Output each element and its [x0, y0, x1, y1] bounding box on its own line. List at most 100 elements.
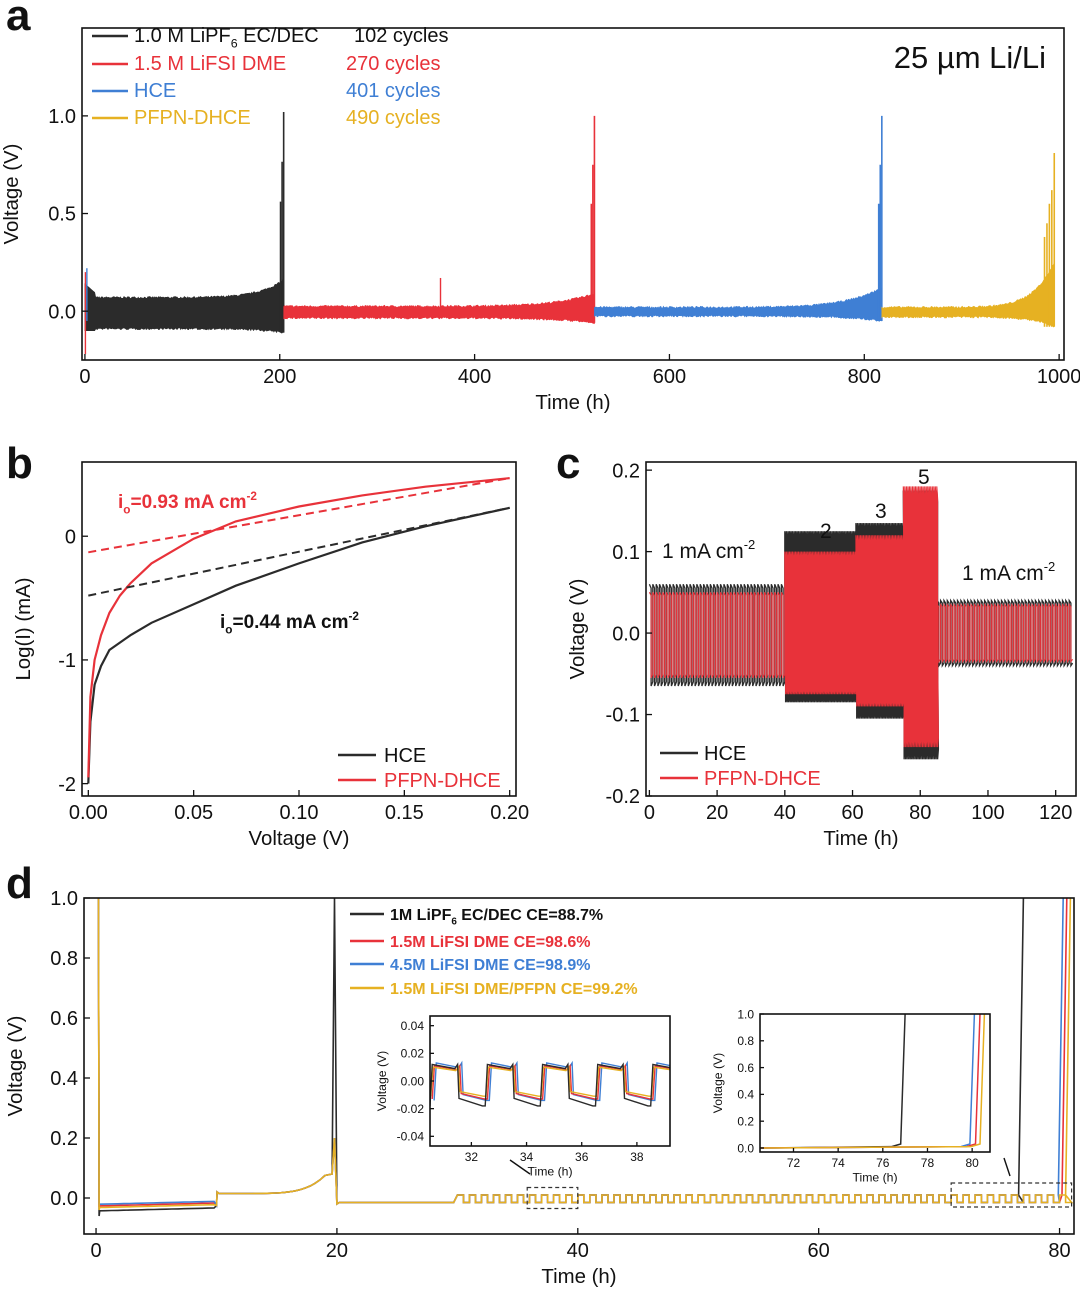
- panel-c-rate-label-part: 1 mA cm: [962, 562, 1044, 585]
- panel-c-x-axis-label: Time (h): [823, 828, 898, 850]
- panel-d-inset-1-ytick-label: -0.02: [397, 1102, 425, 1116]
- panel-d-inset-1-series-3: [430, 1062, 670, 1107]
- panel-a-legend-cycles: 490 cycles: [346, 107, 441, 129]
- panel-d-y-axis-label: Voltage (V): [5, 1016, 27, 1117]
- panel-d-ytick-label: 0.2: [50, 1128, 78, 1150]
- panel-a-series-0: [84, 111, 285, 334]
- panel-a-legend-label-part: 1.0 M LiPF: [134, 25, 231, 47]
- panel-c-legend-label: HCE: [704, 743, 746, 765]
- panel-b-annotation-hce: io=0.44 mA cm-2: [220, 610, 359, 636]
- panel-d-inset-1-series-2: [430, 1065, 670, 1097]
- panel-a-series-1: [283, 115, 596, 325]
- panel-b-series-1: [87, 477, 510, 778]
- panel-c: 0 20 40 60 80 100 120 -0.2 -0.1 0.0 0.1 0.2 Time (h)…: [567, 460, 1077, 850]
- panel-a-band: [594, 287, 883, 322]
- panel-b-annotation-hce-part: -2: [348, 610, 359, 623]
- panel-c-xtick-label: 80: [909, 802, 931, 824]
- panel-c-xtick-label: 120: [1039, 802, 1072, 824]
- panel-c-xtick-label: 100: [971, 802, 1004, 824]
- panel-a-series: [84, 111, 1056, 355]
- panel-d-inset-1-x-axis-label: Time (h): [527, 1164, 572, 1178]
- panel-c-xtick-label: 20: [706, 802, 728, 824]
- panel-c-xtick-label: 60: [841, 802, 863, 824]
- panel-a-xtick-label: 1000: [1037, 366, 1080, 388]
- panel-a-series-3: [881, 152, 1056, 328]
- panel-d-inset-2-bg: [760, 1014, 990, 1152]
- panel-d-inset-2-x-axis-label: Time (h): [852, 1170, 897, 1184]
- panel-d-legend-label-part: 6: [451, 916, 457, 927]
- panel-label-b: b: [6, 439, 33, 488]
- panel-d-legend-label-part: EC/DEC CE=88.7%: [457, 907, 603, 924]
- panel-d-legend-label-part: 1.5M LiFSI DME CE=98.6%: [390, 934, 591, 951]
- panel-b-annotation-pfpn-part: o: [123, 503, 130, 516]
- panel-a-series-2: [594, 115, 883, 322]
- panel-a-legend-label: PFPN-DHCE: [134, 107, 251, 129]
- panel-c-xtick-label: 0: [644, 802, 655, 824]
- panel-d-inset-2-y-axis-label: Voltage (V): [711, 1053, 725, 1114]
- panel-c-rate-label-part: 5: [918, 466, 930, 489]
- panel-d-inset-2-ytick-label: 0.4: [737, 1088, 754, 1102]
- panel-c-rate-label-part: 3: [875, 500, 887, 523]
- panel-b-annotation-pfpn: io=0.93 mA cm-2: [118, 490, 257, 516]
- panel-b-ytick-label: -2: [58, 774, 76, 796]
- panel-d-inset-2-xtick-label: 74: [831, 1156, 845, 1170]
- panel-d-arrow-2: [1003, 1157, 1011, 1177]
- panel-d-ytick-label: 0.6: [50, 1008, 78, 1030]
- panel-d-inset-2-xtick-label: 72: [787, 1156, 801, 1170]
- panel-b-y-axis-label: Log(I) (mA): [13, 577, 35, 680]
- panel-d-inset-1: 32 34 36 38 -0.04 -0.02 0.00 0.02 0.04 Time (h) Vo…: [375, 1015, 671, 1178]
- panel-b-annotation-hce-part: =0.44 mA cm: [232, 612, 348, 633]
- panel-d-inset-2-ytick-label: 0.8: [737, 1034, 754, 1048]
- panel-c-ytick-label: 0.0: [612, 623, 640, 645]
- panel-d-xtick-label: 40: [567, 1240, 589, 1262]
- panel-c-ytick-label: -0.2: [606, 786, 640, 808]
- panel-d-inset-1-xtick-label: 34: [520, 1150, 534, 1164]
- panel-b-annotation-pfpn-part: =0.93 mA cm: [130, 492, 246, 513]
- panel-label-c: c: [556, 439, 580, 488]
- panel-d-inset-1-series: [430, 1060, 670, 1107]
- panel-d-inset-2-xtick-label: 76: [876, 1156, 890, 1170]
- panel-label-a: a: [6, 0, 31, 40]
- panel-b-annotation-hce-part: i: [220, 612, 225, 633]
- panel-a-xtick-label: 0: [79, 366, 90, 388]
- panel-c-rate-label: 1 mA cm-2: [962, 559, 1055, 585]
- panel-a-legend-cycles: 401 cycles: [346, 80, 441, 102]
- panel-c-series-pfpn: [648, 486, 1074, 748]
- panel-d: 0 20 40 60 80 0.0 0.2 0.4 0.6 0.8 1.0 Time (h) Volta…: [5, 888, 1075, 1288]
- panel-b-ytick-label: 0: [65, 526, 76, 548]
- panel-d-legend-label-part: 1.5M LiFSI DME/PFPN CE=99.2%: [390, 981, 638, 998]
- panel-a-legend-label: 1.5 M LiFSI DME: [134, 53, 286, 75]
- panel-d-ytick-label: 0.8: [50, 948, 78, 970]
- panel-d-series-3: [97, 898, 1074, 1211]
- panel-d-inset-1-ytick-label: 0.00: [401, 1074, 425, 1088]
- panel-b-annotation-hce-part: o: [225, 623, 232, 636]
- panel-a-band: [283, 293, 595, 325]
- panel-b-xtick-label: 0.20: [490, 802, 529, 824]
- panel-a-legend-label-part: 6: [231, 37, 238, 51]
- panel-d-inset-1-series-1: [431, 1063, 670, 1100]
- panel-b-xtick-label: 0.15: [385, 802, 424, 824]
- panel-d-zoom-box-1: [526, 1186, 579, 1210]
- panel-d-inset-2-ytick-label: 1.0: [737, 1007, 754, 1021]
- panel-a-y-axis-label: Voltage (V): [1, 144, 23, 245]
- panel-b-annotation-pfpn-part: i: [118, 492, 123, 513]
- panel-d-ytick-label: 0.4: [50, 1068, 78, 1090]
- panel-a-legend-cycles: 102 cycles: [354, 25, 449, 47]
- panel-a-ytick-label: 0.5: [48, 204, 76, 226]
- panel-b-xtick-label: 0.05: [174, 802, 213, 824]
- panel-b-annotation-pfpn-part: -2: [246, 490, 257, 503]
- panel-a-legend-label-part: 1.5 M LiFSI DME: [134, 53, 286, 75]
- panel-d-inset-1-y-axis-label: Voltage (V): [375, 1051, 389, 1112]
- panel-c-ytick-label: 0.1: [612, 542, 640, 564]
- panel-d-inset-1-xtick-label: 32: [465, 1150, 479, 1164]
- panel-b-xtick-label: 0.00: [69, 802, 108, 824]
- panel-c-rate-label: 5: [918, 466, 930, 489]
- panel-d-zoom-box-2: [950, 1182, 1073, 1208]
- panel-d-inset-1-series-0: [433, 1060, 670, 1102]
- panel-b-x-axis-label: Voltage (V): [249, 828, 350, 850]
- panel-a-ytick-label: 0.0: [48, 301, 76, 323]
- panel-d-legend-label: 1M LiPF6 EC/DEC CE=88.7%: [390, 907, 603, 927]
- panel-a-xtick-label: 600: [653, 366, 686, 388]
- panel-a-plot-frame: [81, 27, 1065, 361]
